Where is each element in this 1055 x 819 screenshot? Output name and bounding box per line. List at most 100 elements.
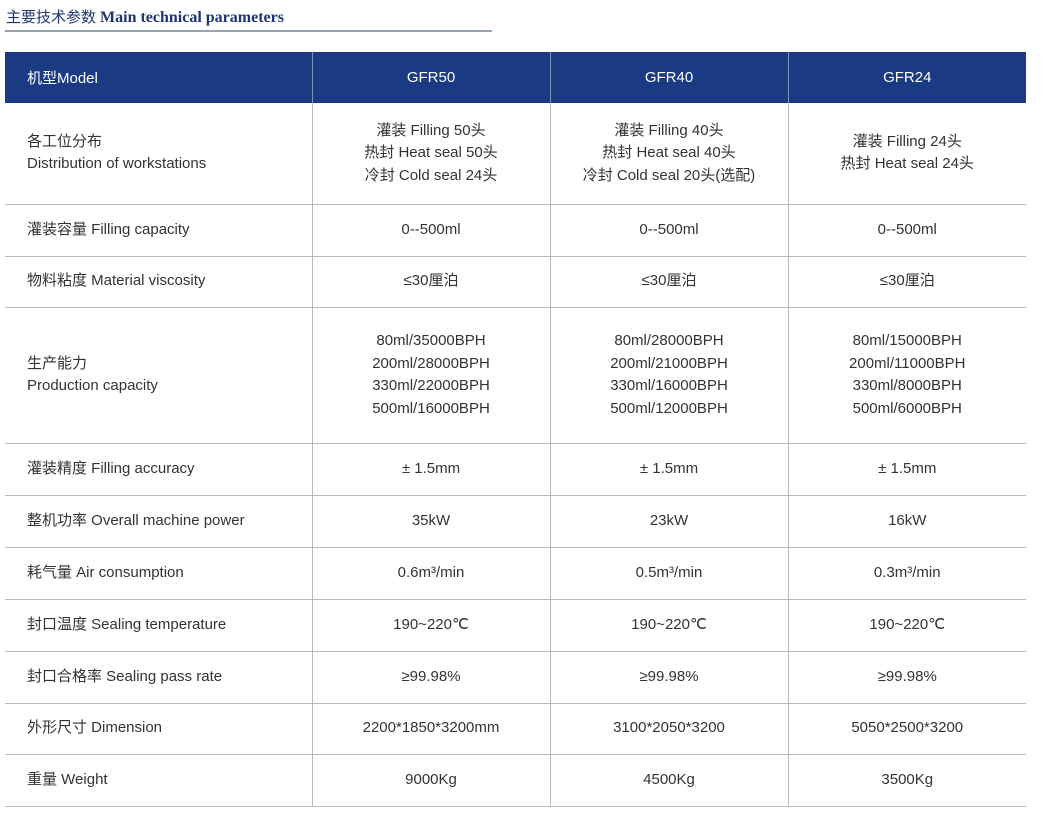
table-row: 封口合格率 Sealing pass rate ≥99.98% ≥99.98% ≥99…: [5, 651, 1026, 704]
row-value: 23kW: [549, 495, 788, 548]
row-value: ≤30厘泊: [549, 256, 788, 308]
cell-line: 3100*2050*3200: [613, 719, 725, 737]
row-label: 生产能力 Production capacity: [5, 307, 312, 444]
cell-line: 500ml/6000BPH: [852, 399, 962, 417]
cell-line: 灌装 Filling 24头: [852, 132, 962, 150]
row-value: ± 1.5mm: [311, 443, 550, 496]
row-value: ± 1.5mm: [549, 443, 788, 496]
cell-line: ≥99.98%: [401, 667, 461, 685]
cell-line: 各工位分布: [27, 132, 103, 150]
cell-line: 330ml/22000BPH: [372, 377, 490, 394]
cell-line: 190~220℃: [869, 615, 946, 633]
row-value: 80ml/28000BPH 200ml/21000BPH 330ml/16000BP…: [549, 307, 788, 444]
cell-line: 外形尺寸 Dimension: [27, 719, 163, 737]
cell-line: 330ml/16000BPH: [610, 377, 728, 394]
row-label: 外形尺寸 Dimension: [5, 703, 312, 755]
row-value: 灌装 Filling 50头 热封 Heat seal 50头 冷封 Cold se…: [311, 103, 550, 205]
row-label: 灌装精度 Filling accuracy: [5, 443, 312, 496]
header-model: GFR40: [549, 52, 788, 103]
table-row: 外形尺寸 Dimension 2200*1850*3200mm 3100*2050*…: [5, 703, 1026, 755]
cell-line: ≤30厘泊: [641, 272, 697, 290]
cell-line: Distribution of workstations: [27, 155, 207, 173]
cell-line: 23kW: [649, 511, 689, 529]
cell-line: ± 1.5mm: [878, 459, 937, 477]
row-label: 耗气量 Air consumption: [5, 547, 312, 600]
table-row: 耗气量 Air consumption 0.6m³/min 0.5m³/min 0.3…: [5, 547, 1026, 600]
title-cn: 主要技术参数: [6, 8, 97, 26]
row-value: ± 1.5mm: [787, 443, 1026, 496]
row-value: 0--500ml: [549, 204, 788, 257]
row-value: 80ml/15000BPH 200ml/11000BPH 330ml/8000BPH…: [787, 307, 1026, 444]
row-value: 0.3m³/min: [787, 547, 1026, 600]
cell-line: Production capacity: [27, 377, 158, 394]
row-value: ≥99.98%: [311, 651, 550, 704]
cell-line: 灌装精度 Filling accuracy: [27, 459, 195, 477]
row-value: 4500Kg: [549, 754, 788, 807]
cell-line: ± 1.5mm: [639, 459, 699, 477]
cell-line: 500ml/12000BPH: [610, 399, 728, 417]
row-value: 灌装 Filling 24头 热封 Heat seal 24头: [787, 103, 1026, 205]
table-row: 各工位分布 Distribution of workstations 灌装 Fill…: [5, 103, 1026, 205]
cell-line: 冷封 Cold seal 24头: [364, 166, 498, 184]
cell-line: 0.3m³/min: [873, 563, 941, 581]
header-model-label: 机型Model: [5, 52, 312, 103]
table-row: 整机功率 Overall machine power 35kW 23kW 16kW: [5, 495, 1026, 548]
cell-line: 0--500ml: [401, 220, 461, 238]
row-label: 各工位分布 Distribution of workstations: [5, 103, 312, 205]
row-value: 3500Kg: [787, 754, 1026, 807]
row-label: 封口温度 Sealing temperature: [5, 599, 312, 652]
cell-line: ± 1.5mm: [401, 459, 461, 477]
header-model: GFR50: [311, 52, 550, 103]
cell-line: 重量 Weight: [27, 770, 108, 788]
row-label: 重量 Weight: [5, 754, 312, 807]
row-label: 整机功率 Overall machine power: [5, 495, 312, 548]
cell-line: 2200*1850*3200mm: [362, 719, 500, 737]
row-value: 0--500ml: [787, 204, 1026, 257]
table-row: 生产能力 Production capacity 80ml/35000BPH 200m…: [5, 307, 1026, 444]
cell-line: 生产能力: [27, 354, 88, 372]
cell-line: 热封 Heat seal 40头: [602, 144, 736, 161]
row-value: 0.6m³/min: [311, 547, 550, 600]
cell-line: 冷封 Cold seal 20头(选配): [582, 166, 756, 184]
header-model: GFR24: [787, 52, 1026, 103]
cell-line: 热封 Heat seal 24头: [840, 155, 974, 173]
parameters-table: 机型Model GFR50 GFR40 GFR24 各工位分布 Distribut…: [5, 52, 1026, 807]
cell-line: 5050*2500*3200: [851, 719, 964, 737]
cell-line: 16kW: [888, 511, 927, 529]
row-value: 190~220℃: [311, 599, 550, 652]
cell-line: 0--500ml: [639, 220, 699, 238]
table-row: 物料粘度 Material viscosity ≤30厘泊 ≤30厘泊 ≤30厘泊: [5, 256, 1026, 308]
cell-line: 80ml/35000BPH: [376, 332, 486, 349]
cell-line: 200ml/21000BPH: [610, 354, 728, 372]
table-row: 封口温度 Sealing temperature 190~220℃ 190~220℃…: [5, 599, 1026, 652]
cell-line: ≥99.98%: [877, 667, 937, 685]
title-en: Main technical parameters: [100, 9, 284, 26]
cell-line: 封口合格率 Sealing pass rate: [27, 667, 223, 685]
row-value: 16kW: [787, 495, 1026, 548]
cell-line: 0--500ml: [877, 220, 937, 238]
row-value: 80ml/35000BPH 200ml/28000BPH 330ml/22000BP…: [311, 307, 550, 444]
row-value: ≤30厘泊: [311, 256, 550, 308]
cell-line: 190~220℃: [393, 615, 469, 633]
table-row: 灌装精度 Filling accuracy ± 1.5mm ± 1.5mm ± 1.5…: [5, 443, 1026, 496]
row-value: 5050*2500*3200: [787, 703, 1026, 755]
row-label: 封口合格率 Sealing pass rate: [5, 651, 312, 704]
cell-line: 330ml/8000BPH: [852, 377, 962, 394]
cell-line: 灌装容量 Filling capacity: [27, 220, 190, 238]
cell-line: ≥99.98%: [639, 667, 699, 685]
cell-line: 80ml/28000BPH: [614, 332, 724, 349]
cell-line: 35kW: [411, 511, 451, 529]
cell-line: 灌装 Filling 40头: [614, 121, 724, 139]
cell-line: 热封 Heat seal 50头: [364, 144, 498, 161]
row-label: 物料粘度 Material viscosity: [5, 256, 312, 308]
cell-line: 200ml/28000BPH: [372, 354, 490, 372]
row-value: 35kW: [311, 495, 550, 548]
row-value: ≤30厘泊: [787, 256, 1026, 308]
cell-line: ≤30厘泊: [403, 272, 459, 290]
row-value: 0--500ml: [311, 204, 550, 257]
row-value: ≥99.98%: [787, 651, 1026, 704]
row-value: 9000Kg: [311, 754, 550, 807]
cell-line: 耗气量 Air consumption: [27, 563, 184, 581]
cell-line: 4500Kg: [643, 770, 695, 788]
row-value: 3100*2050*3200: [549, 703, 788, 755]
